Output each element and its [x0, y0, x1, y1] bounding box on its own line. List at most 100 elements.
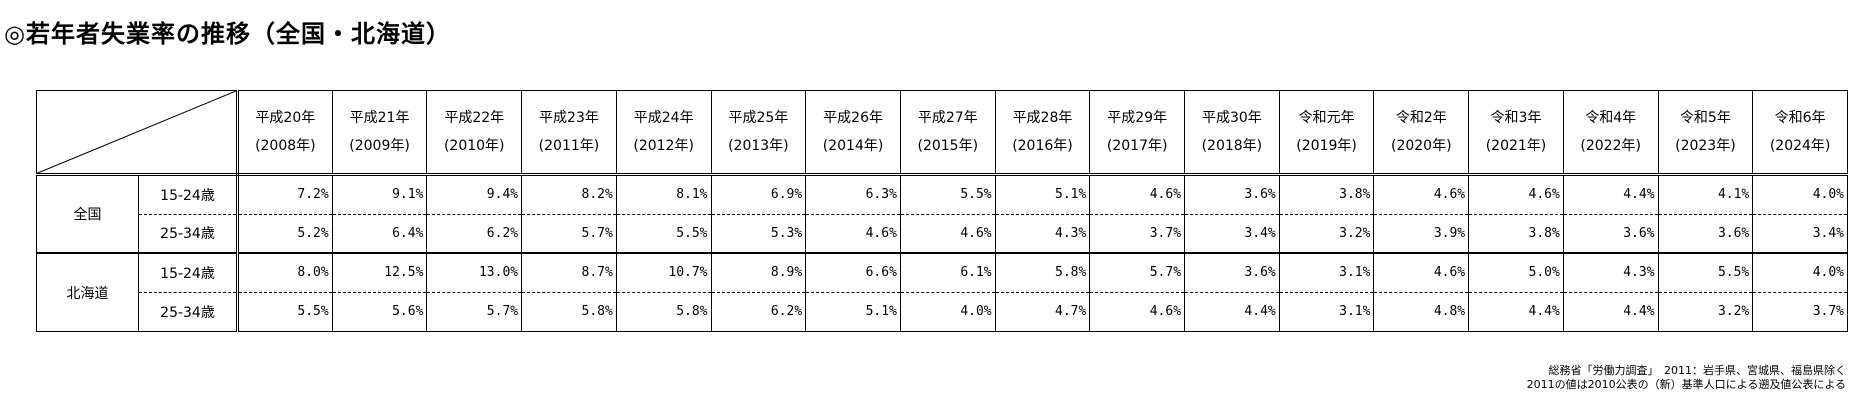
year-ad: (2019年) — [1296, 138, 1357, 155]
region-label: 全国 — [36, 174, 139, 254]
rate-cell: 5.2% — [237, 213, 333, 254]
rate-cell: 4.0% — [899, 291, 996, 333]
year-header: 令和元年 (2019年) — [1278, 89, 1375, 177]
rate-cell: 3.8% — [1468, 213, 1564, 254]
rate-cell: 5.5% — [1657, 252, 1754, 293]
rate-cell: 13.0% — [426, 252, 523, 293]
year-header: 令和2年 (2020年) — [1373, 89, 1470, 177]
year-ad: (2017年) — [1106, 138, 1168, 155]
year-header: 平成21年 (2009年) — [331, 89, 428, 177]
rate-cell: 5.0% — [1468, 252, 1564, 293]
rate-cell: 12.5% — [331, 252, 428, 293]
header-row: 平成20年 (2008年) 平成21年 (2009年) 平成22年 (2010年) 平成23… — [36, 89, 1848, 177]
year-era: 平成27年 — [917, 110, 978, 127]
year-header: 令和4年 (2022年) — [1562, 89, 1659, 177]
rate-cell: 9.4% — [426, 174, 523, 215]
year-era: 令和6年 — [1774, 110, 1826, 127]
year-ad: (2014年) — [822, 138, 884, 155]
rate-cell: 7.2% — [237, 174, 333, 215]
rate-cell: 5.1% — [805, 291, 901, 333]
year-ad: (2015年) — [917, 138, 979, 155]
table-row: 25-34歳 5.5% 5.6% 5.7% 5.8% 5.8% 6.2% 5.1% 4.0% 4.… — [37, 291, 1848, 333]
rate-cell: 3.7% — [1752, 291, 1848, 333]
corner-cell — [36, 89, 239, 177]
year-ad: (2020年) — [1391, 138, 1452, 155]
source-note: 総務省「労働力調査」 2011：岩手県、宮城県、福島県除く 2011の値は201… — [1527, 364, 1846, 392]
rate-cell: 5.6% — [331, 291, 428, 333]
rate-cell: 5.1% — [994, 174, 1091, 215]
rate-cell: 3.6% — [1184, 252, 1280, 293]
year-era: 平成25年 — [728, 110, 789, 127]
year-header: 令和3年 (2021年) — [1468, 89, 1564, 177]
year-ad: (2008年) — [255, 138, 316, 155]
rate-cell: 8.9% — [710, 252, 807, 293]
rate-cell: 4.4% — [1562, 174, 1659, 215]
rate-cell: 6.9% — [710, 174, 807, 215]
year-era: 令和5年 — [1679, 110, 1731, 127]
source-line-2: 2011の値は2010公表の（新）基準人口による遡及値公表による — [1526, 378, 1846, 391]
table-row: 25-34歳 5.2% 6.4% 6.2% 5.7% 5.5% 5.3% 4.6% 4.6% 4.… — [37, 213, 1848, 254]
year-era: 平成21年 — [349, 110, 410, 127]
year-header: 平成20年 (2008年) — [237, 89, 333, 177]
age-label: 15-24歳 — [138, 252, 239, 293]
rate-cell: 4.4% — [1468, 291, 1564, 333]
year-ad: (2011年) — [538, 138, 600, 155]
rate-cell: 4.3% — [994, 213, 1091, 254]
rate-cell: 5.8% — [994, 252, 1091, 293]
diagonal-line — [37, 91, 236, 173]
year-era: 平成22年 — [444, 110, 505, 127]
rate-cell: 3.2% — [1657, 291, 1754, 333]
rate-cell: 4.6% — [1468, 174, 1564, 215]
rate-cell: 4.1% — [1657, 174, 1754, 215]
year-header: 平成26年 (2014年) — [805, 89, 901, 177]
rate-cell: 4.7% — [994, 291, 1091, 333]
year-ad: (2010年) — [443, 138, 505, 155]
rate-cell: 3.8% — [1278, 174, 1375, 215]
rate-cell: 3.9% — [1373, 213, 1470, 254]
rate-cell: 3.4% — [1752, 213, 1848, 254]
rate-cell: 4.6% — [805, 213, 901, 254]
year-header: 平成29年 (2017年) — [1089, 89, 1186, 177]
rate-cell: 3.4% — [1184, 213, 1280, 254]
rate-cell: 6.4% — [331, 213, 428, 254]
rate-cell: 5.5% — [615, 213, 712, 254]
year-era: 平成20年 — [255, 110, 316, 127]
rate-cell: 3.6% — [1657, 213, 1754, 254]
year-header: 平成27年 (2015年) — [899, 89, 996, 177]
rate-cell: 6.6% — [805, 252, 901, 293]
year-header: 平成22年 (2010年) — [426, 89, 523, 177]
year-ad: (2023年) — [1675, 138, 1736, 155]
rate-cell: 8.7% — [521, 252, 617, 293]
rate-cell: 5.7% — [1089, 252, 1186, 293]
year-era: 令和元年 — [1298, 110, 1355, 127]
year-ad: (2013年) — [728, 138, 789, 155]
rate-cell: 4.6% — [1089, 174, 1186, 215]
rate-cell: 9.1% — [331, 174, 428, 215]
rate-cell: 4.6% — [1373, 174, 1470, 215]
rate-cell: 8.2% — [521, 174, 617, 215]
rate-cell: 4.4% — [1184, 291, 1280, 333]
year-header: 平成28年 (2016年) — [994, 89, 1091, 177]
rate-cell: 6.2% — [426, 213, 523, 254]
rate-cell: 3.7% — [1089, 213, 1186, 254]
year-era: 平成30年 — [1201, 110, 1262, 127]
year-ad: (2021年) — [1485, 138, 1547, 155]
year-era: 平成26年 — [823, 110, 883, 127]
rate-cell: 4.3% — [1562, 252, 1659, 293]
table-row: 北海道 15-24歳 8.0% 12.5% 13.0% 8.7% 10.7% 8.9% 6.6%… — [36, 252, 1848, 333]
rate-cell: 3.1% — [1278, 252, 1375, 293]
rate-cell: 8.1% — [615, 174, 712, 215]
year-ad: (2018年) — [1201, 138, 1263, 155]
rate-cell: 8.0% — [237, 252, 333, 293]
year-header: 令和5年 (2023年) — [1657, 89, 1754, 177]
year-era: 平成24年 — [633, 110, 694, 127]
year-header: 令和6年 (2024年) — [1752, 89, 1848, 177]
year-header: 平成24年 (2012年) — [615, 89, 712, 177]
year-header: 平成30年 (2018年) — [1184, 89, 1280, 177]
rate-cell: 5.7% — [426, 291, 523, 333]
rate-cell: 5.5% — [237, 291, 333, 333]
year-header: 平成25年 (2013年) — [710, 89, 807, 177]
rate-cell: 4.8% — [1373, 291, 1470, 333]
year-ad: (2012年) — [633, 138, 694, 155]
region-label: 北海道 — [36, 252, 139, 333]
